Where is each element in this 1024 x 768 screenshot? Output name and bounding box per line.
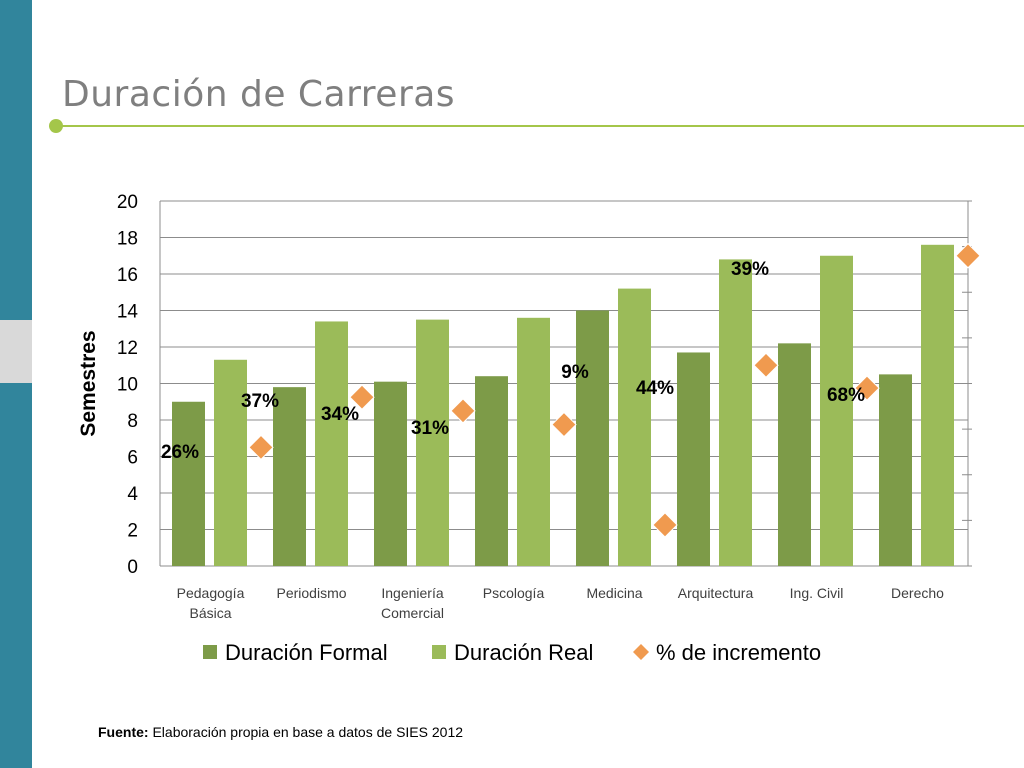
- increment-data-label: 44%: [636, 378, 674, 399]
- source-label: Fuente:: [98, 724, 149, 740]
- legend-label: % de incremento: [656, 640, 821, 665]
- bar-duracion-formal: [576, 310, 609, 566]
- source-text: Elaboración propia en base a datos de SI…: [152, 724, 464, 740]
- increment-data-label: 31%: [411, 418, 449, 439]
- y-tick-label: 20: [117, 192, 138, 213]
- legend-swatch: [432, 645, 446, 659]
- y-tick-label: 10: [117, 375, 138, 396]
- bar-duracion-real: [416, 319, 449, 566]
- legend-label: Duración Formal: [225, 640, 388, 665]
- x-tick-label: Comercial: [381, 605, 444, 621]
- increment-data-label: 37%: [241, 391, 279, 412]
- y-tick-label: 4: [127, 484, 138, 505]
- bar-duracion-formal: [172, 401, 205, 566]
- bar-duracion-formal: [778, 343, 811, 566]
- y-tick-label: 18: [117, 229, 138, 250]
- source-note: Fuente: Elaboración propia en base a dat…: [98, 724, 463, 740]
- bar-duracion-formal: [273, 387, 306, 566]
- bar-duracion-real: [820, 255, 853, 566]
- y-tick-label: 14: [117, 302, 139, 323]
- x-tick-label: Arquitectura: [678, 585, 754, 601]
- increment-marker: [551, 411, 577, 438]
- y-tick-label: 8: [127, 411, 138, 432]
- y-axis-title: Semestres: [77, 330, 100, 436]
- bar-duracion-real: [719, 259, 752, 566]
- increment-data-label: 26%: [161, 442, 199, 463]
- y-tick-label: 16: [117, 265, 138, 286]
- y-tick-label: 0: [127, 557, 138, 578]
- x-tick-label: Pscología: [483, 585, 545, 601]
- increment-marker: [753, 352, 779, 378]
- bar-duracion-real: [618, 288, 651, 566]
- side-band-accent: [0, 320, 32, 383]
- title-rule: [56, 125, 1024, 127]
- x-tick-label: Medicina: [586, 585, 642, 601]
- x-tick-label: Pedagogía: [177, 585, 245, 601]
- y-tick-label: 6: [127, 448, 138, 469]
- bar-duracion-real: [921, 244, 954, 567]
- x-tick-label: Periodismo: [276, 585, 346, 601]
- slide-title: Duración de Carreras: [62, 74, 456, 115]
- increment-data-label: 34%: [321, 404, 359, 425]
- bar-duracion-real: [315, 321, 348, 566]
- bar-duracion-real: [517, 317, 550, 566]
- increment-data-label: 68%: [827, 385, 865, 406]
- y-tick-label: 12: [117, 338, 138, 359]
- bar-duracion-formal: [475, 376, 508, 566]
- x-tick-label: Ingeniería: [381, 585, 443, 601]
- bar-chart: 0 2 4 6 8 10 12 14 16 18 20 Semestres Pedagogía Básic…: [77, 192, 980, 665]
- increment-marker: [450, 398, 476, 424]
- x-tick-label: Ing. Civil: [790, 585, 844, 601]
- increment-marker: [854, 375, 880, 401]
- x-tick-label: Básica: [189, 605, 231, 621]
- legend-label: Duración Real: [454, 640, 593, 665]
- legend-swatch: [203, 645, 217, 659]
- side-band: [0, 0, 32, 768]
- bar-duracion-formal: [677, 352, 710, 566]
- bar-duracion-real: [214, 359, 247, 566]
- bar-duracion-formal: [374, 381, 407, 566]
- increment-data-label: 9%: [561, 362, 589, 383]
- increment-marker: [955, 243, 980, 269]
- y-tick-label: 2: [127, 521, 138, 542]
- increment-data-label: 39%: [731, 259, 769, 280]
- increment-marker: [652, 512, 678, 538]
- x-tick-label: Derecho: [891, 585, 944, 601]
- increment-marker: [248, 434, 274, 461]
- increment-marker: [349, 384, 375, 410]
- legend-swatch: [633, 644, 649, 660]
- bar-duracion-formal: [879, 374, 912, 566]
